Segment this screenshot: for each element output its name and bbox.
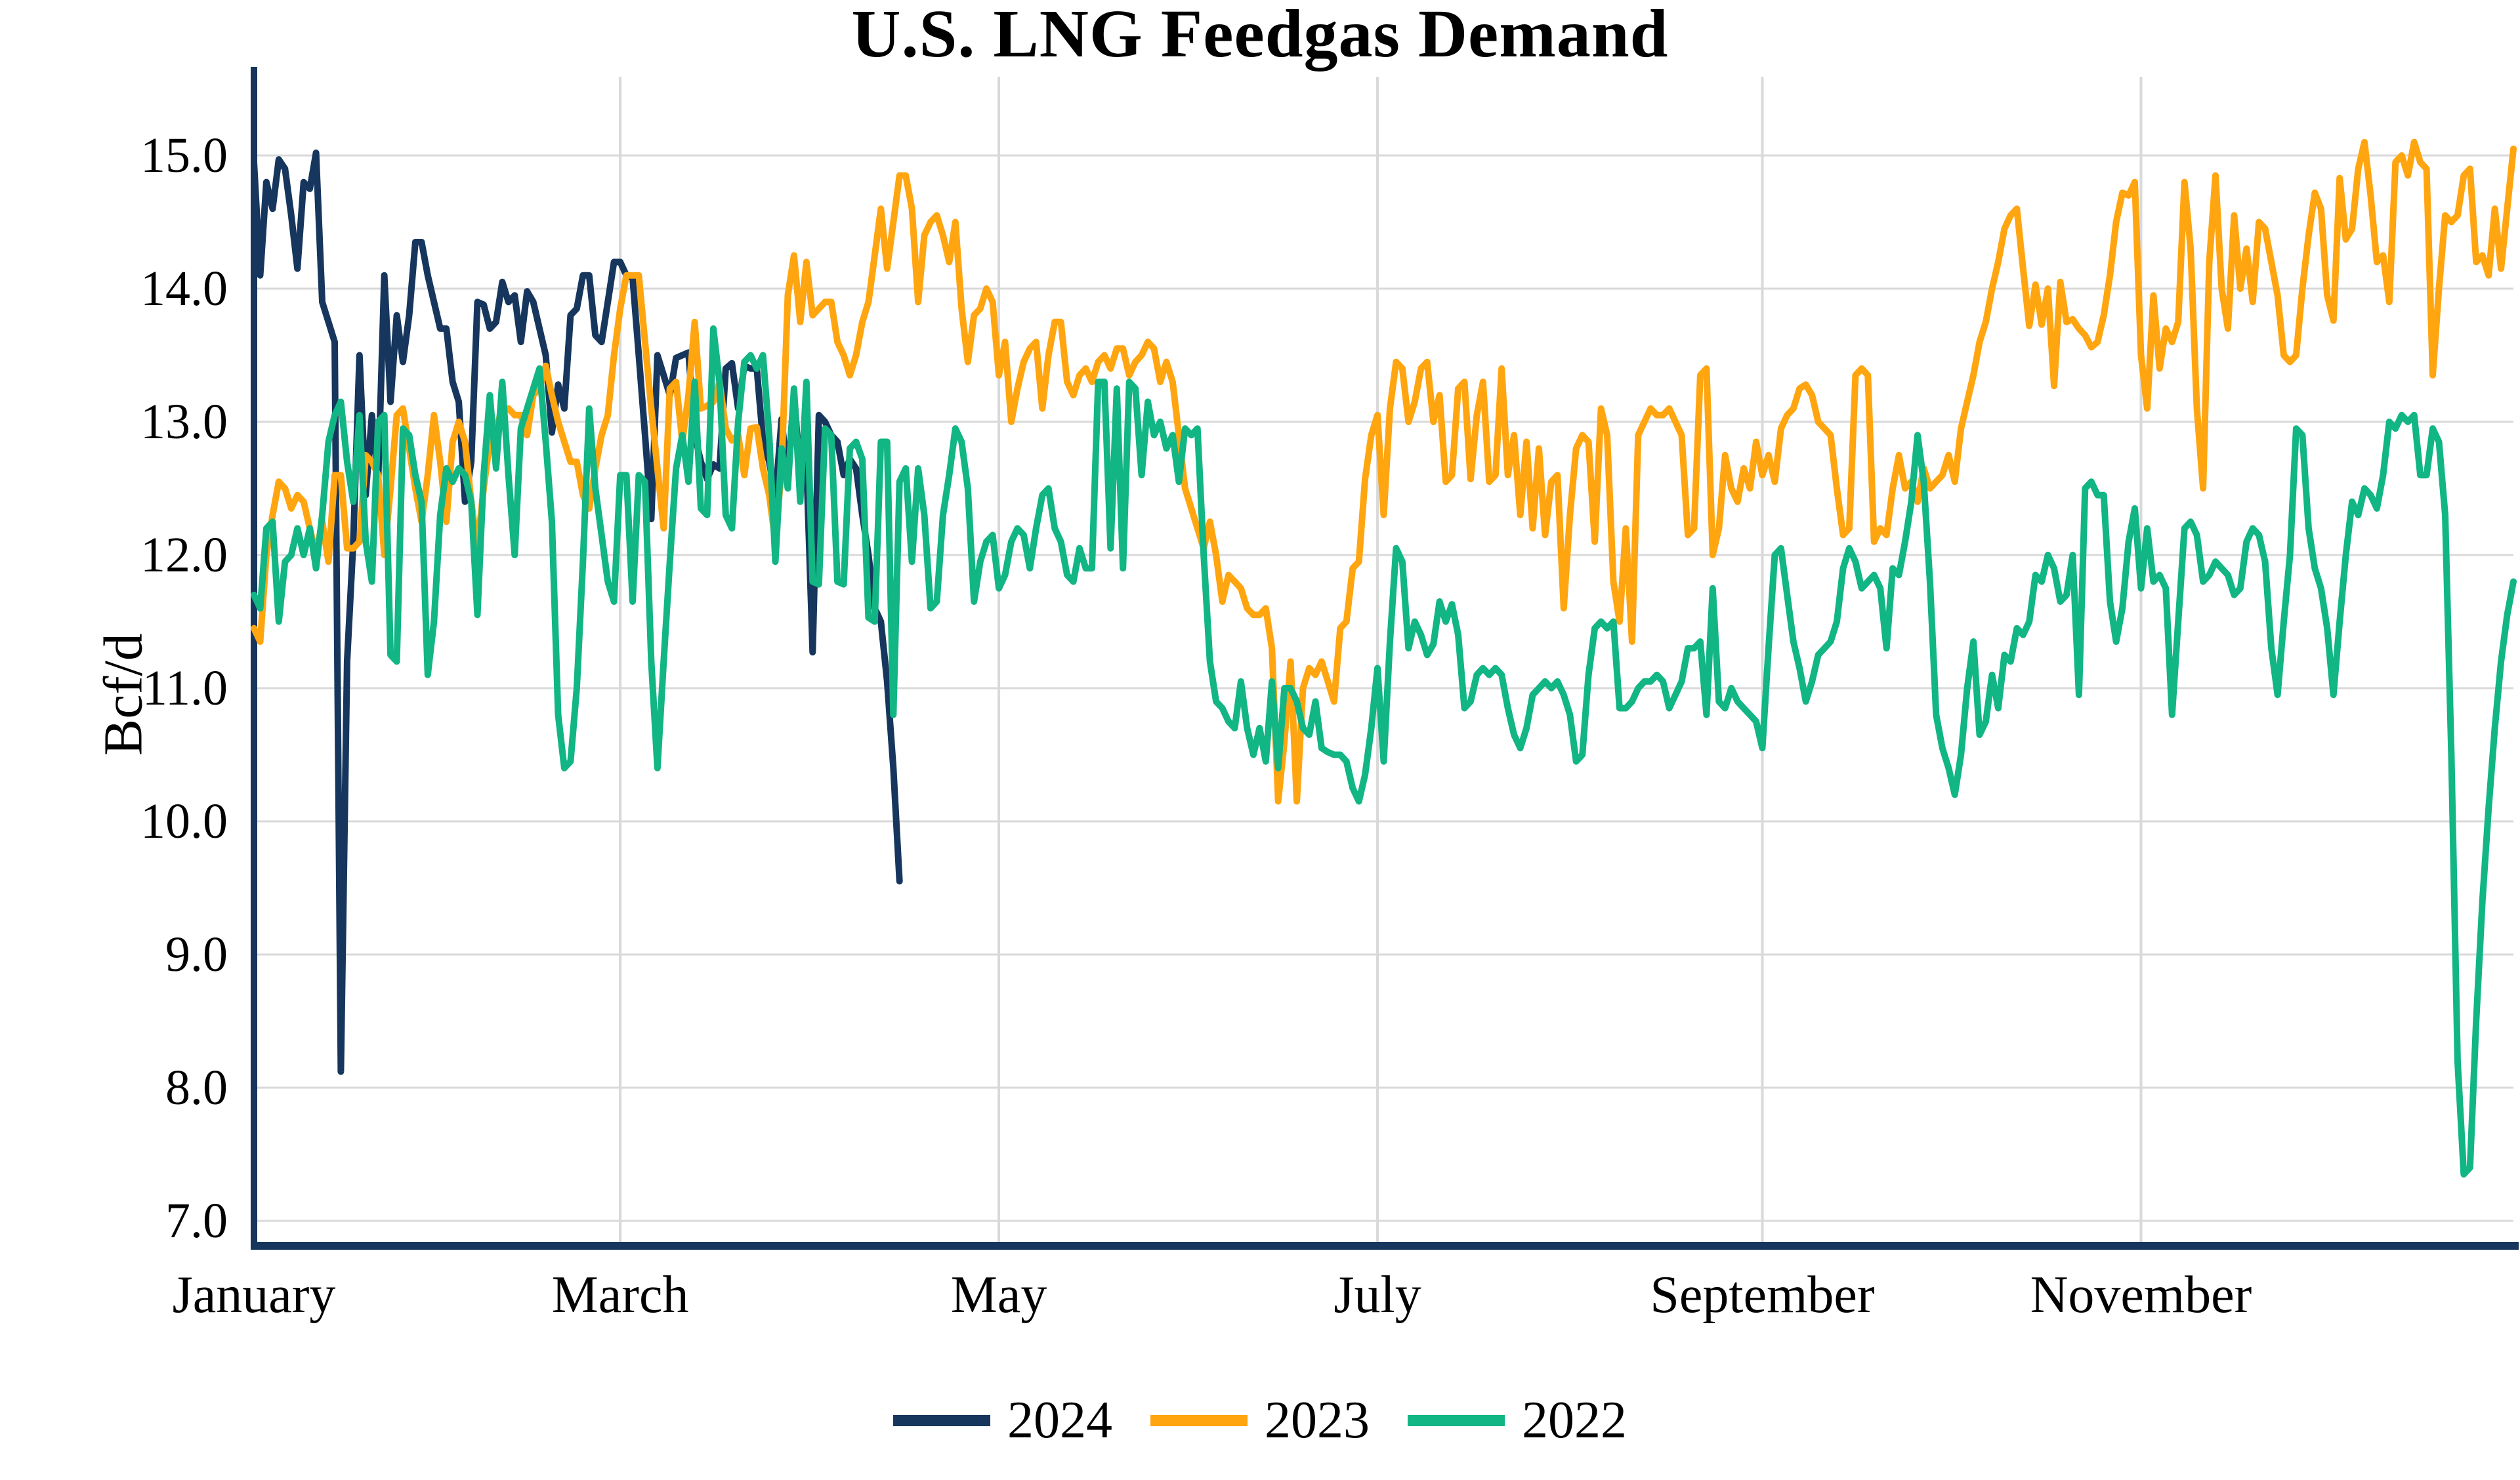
- y-tick-label: 7.0: [165, 1193, 228, 1248]
- chart-title: U.S. LNG Feedgas Demand: [851, 0, 1669, 72]
- y-tick-label: 9.0: [165, 927, 228, 982]
- y-tick-label: 14.0: [140, 261, 228, 316]
- legend-swatch-2024: [893, 1414, 990, 1426]
- x-tick-label: January: [172, 1266, 336, 1324]
- legend-item-2022: 2022: [1408, 1388, 1627, 1453]
- y-tick-label: 11.0: [142, 661, 228, 716]
- legend-label-2022: 2022: [1522, 1391, 1627, 1449]
- legend-label-2023: 2023: [1265, 1391, 1370, 1449]
- legend-item-2024: 2024: [893, 1388, 1112, 1453]
- x-tick-label: November: [2030, 1266, 2252, 1324]
- y-tick-label: 10.0: [140, 794, 228, 849]
- legend-item-2023: 2023: [1150, 1388, 1370, 1453]
- y-tick-label: 15.0: [140, 128, 228, 183]
- x-tick-label: May: [950, 1266, 1047, 1324]
- legend: 2024 2023 2022: [0, 1388, 2520, 1453]
- x-tick-label: July: [1334, 1266, 1421, 1324]
- y-tick-label: 13.0: [140, 394, 228, 449]
- y-tick-label: 12.0: [140, 527, 228, 583]
- legend-swatch-2022: [1408, 1414, 1505, 1426]
- series-line-2022: [251, 325, 2517, 1178]
- y-tick-label: 8.0: [165, 1060, 228, 1115]
- x-tick-label: March: [551, 1266, 689, 1324]
- legend-label-2024: 2024: [1007, 1391, 1112, 1449]
- series-line-2023: [251, 138, 2517, 805]
- legend-swatch-2023: [1150, 1414, 1248, 1426]
- x-tick-label: September: [1650, 1266, 1875, 1324]
